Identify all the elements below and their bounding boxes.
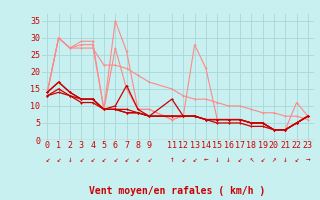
Text: ↙: ↙ [113,156,117,164]
Text: ↙: ↙ [238,156,242,164]
Text: ↑: ↑ [170,156,174,164]
Text: ↙: ↙ [181,156,186,164]
Text: ↓: ↓ [283,156,288,164]
Text: →: → [306,156,310,164]
Text: ↗: ↗ [272,156,276,164]
Text: ↙: ↙ [90,156,95,164]
Text: ↙: ↙ [56,156,61,164]
Text: ↙: ↙ [136,156,140,164]
Text: ↓: ↓ [68,156,72,164]
Text: ↓: ↓ [215,156,220,164]
Text: ↙: ↙ [79,156,84,164]
Text: ↙: ↙ [294,156,299,164]
Text: ↙: ↙ [45,156,50,164]
Text: ↙: ↙ [192,156,197,164]
Text: ↓: ↓ [226,156,231,164]
Text: Vent moyen/en rafales ( km/h ): Vent moyen/en rafales ( km/h ) [90,186,266,196]
Text: ↙: ↙ [124,156,129,164]
Text: ↙: ↙ [260,156,265,164]
Text: ↖: ↖ [249,156,253,164]
Text: ←: ← [204,156,208,164]
Text: ↙: ↙ [147,156,152,164]
Text: ↙: ↙ [102,156,106,164]
